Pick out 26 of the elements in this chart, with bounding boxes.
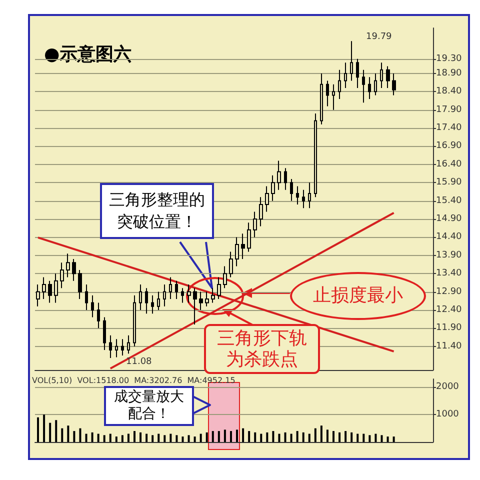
y-tick-label: 19.30 — [436, 54, 462, 64]
annotation: 止损度最小 — [290, 272, 426, 320]
y-tick-label: 13.40 — [436, 268, 462, 279]
annotation: 11.08 — [126, 357, 152, 367]
annotation: 三角形整理的突破位置！ — [100, 183, 214, 239]
y-tick-label: 1000 — [436, 410, 460, 420]
annotation: 19.79 — [366, 32, 392, 42]
y-tick-label: 17.40 — [436, 123, 462, 134]
y-tick-label: 12.40 — [436, 304, 462, 315]
y-tick-label: 14.90 — [436, 214, 462, 224]
y-tick-label: 14.40 — [436, 232, 462, 242]
y-tick-label: 11.40 — [436, 341, 462, 352]
annotation: 三角形下轨为杀跌点 — [204, 324, 320, 374]
y-tick-label: 2000 — [436, 382, 460, 392]
y-tick-label: 13.90 — [436, 250, 462, 260]
annotation: VOL(5,10) VOL:1518.00 MA:3202.76 MA:4952.15 — [32, 376, 236, 385]
y-tick-label: 11.90 — [436, 323, 462, 334]
y-tick-label: 12.90 — [436, 286, 462, 297]
annotation: 成交量放大配合！ — [104, 386, 194, 426]
y-tick-label: 16.40 — [436, 159, 462, 170]
y-tick-label: 17.90 — [436, 104, 462, 115]
y-tick-label: 15.90 — [436, 178, 462, 188]
y-tick-label: 18.90 — [436, 68, 462, 78]
y-tick-label: 16.90 — [436, 141, 462, 152]
y-tick-label: 18.40 — [436, 86, 462, 97]
y-tick-label: 15.40 — [436, 196, 462, 206]
